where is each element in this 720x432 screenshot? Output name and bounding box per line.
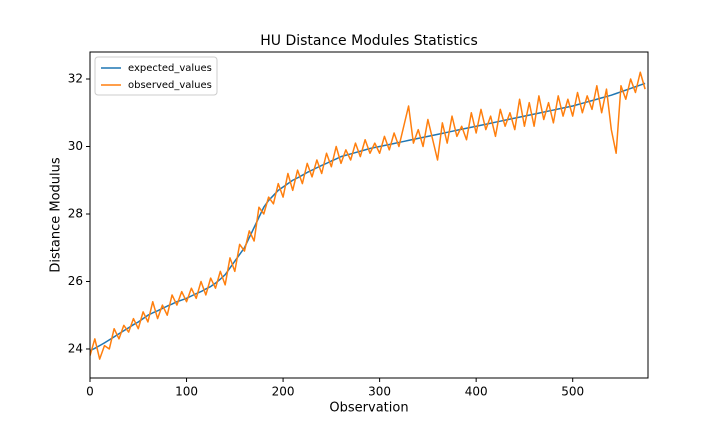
x-axis-label: Observation — [329, 401, 408, 416]
y-axis-label: Distance Modulus — [49, 157, 64, 272]
legend-label: observed_values — [128, 80, 212, 91]
data-line — [90, 82, 646, 352]
legend-box — [94, 56, 218, 96]
y-tick-label: 26 — [68, 274, 83, 288]
x-tick-label: 500 — [561, 385, 584, 399]
x-tick-label: 0 — [86, 385, 94, 399]
x-tick-label: 300 — [368, 385, 391, 399]
y-tick-label: 28 — [68, 206, 83, 220]
x-tick-label: 200 — [272, 385, 295, 399]
x-tick-label: 100 — [175, 385, 198, 399]
y-tick-label: 30 — [68, 139, 83, 153]
legend-label: expected_values — [128, 63, 212, 74]
chart-title: HU Distance Modules Statistics — [260, 33, 478, 49]
plot-frame — [89, 51, 649, 379]
x-tick-label: 400 — [465, 385, 488, 399]
data-line — [90, 71, 646, 360]
y-tick-label: 24 — [68, 341, 83, 355]
y-tick-label: 32 — [68, 71, 83, 85]
